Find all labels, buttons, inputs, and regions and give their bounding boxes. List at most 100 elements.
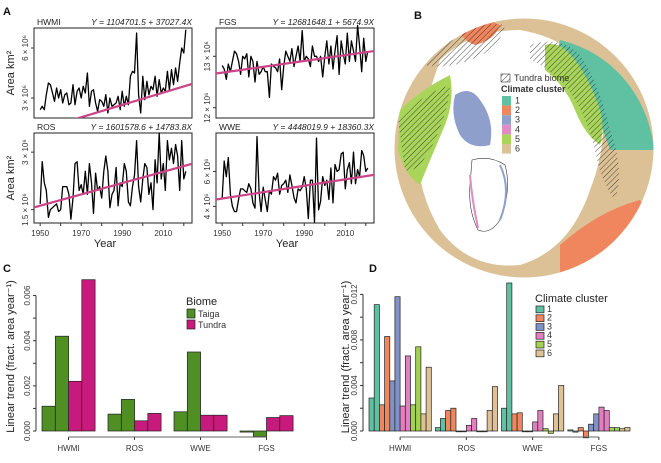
x-tick-label: 2010 xyxy=(336,229,354,238)
bar-wwe-5 xyxy=(542,428,549,432)
x-tick-label: 1950 xyxy=(31,229,49,238)
map-tundra-canada xyxy=(398,85,450,171)
bar-fgs-1 xyxy=(567,429,574,432)
legend-swatch-cluster-2 xyxy=(502,105,511,116)
map-tundra-siberia xyxy=(530,41,619,200)
legend-label-5: 5 xyxy=(547,339,552,349)
legend-label-cluster-1: 1 xyxy=(515,96,520,106)
panel-label-a: A xyxy=(3,6,11,18)
bar-fgs-4 xyxy=(598,406,605,432)
bar-hwmi-taiga xyxy=(41,405,56,432)
map-greenland xyxy=(469,158,508,232)
bar-hwmi-4 xyxy=(399,405,406,432)
legend-label-2: 2 xyxy=(547,313,552,323)
regression-equation: Y = 1601578.6 + 14783.8X xyxy=(91,122,193,132)
bar-ros-4 xyxy=(471,418,478,432)
y-tick-label: 12 × 10⁶ xyxy=(203,93,212,123)
legend-swatch-2 xyxy=(535,314,545,322)
bar-wwe-1 xyxy=(506,282,513,432)
map-region-cluster-3 xyxy=(453,91,492,147)
y-axis-title: Area km² xyxy=(5,155,17,200)
trend-line xyxy=(216,173,374,201)
legend-title: Biome xyxy=(186,296,217,308)
panel-c-bar-chart: 0.000 0.002 0.004 0.006 Linear trend (fract.… xyxy=(5,279,294,453)
x-axis-title: Year xyxy=(276,238,299,250)
bar-wwe-6 xyxy=(558,385,565,432)
subplot-title: ROS xyxy=(37,122,56,132)
regression-equation: Y = 1104701.5 + 37027.4X xyxy=(91,17,192,27)
bar-wwe-5 xyxy=(547,430,554,434)
legend-hatch-swatch xyxy=(500,73,511,83)
legend-swatch-cluster-1 xyxy=(502,96,511,106)
subplot-title: HWMI xyxy=(37,17,61,27)
bar-ros-tundra xyxy=(147,413,162,432)
panel-label-b: B xyxy=(414,10,422,22)
legend-climate-cluster-title: Climate cluster xyxy=(501,84,566,94)
x-tick-label: 1970 xyxy=(254,229,272,238)
bar-ros-6 xyxy=(491,386,498,432)
bar-wwe-6 xyxy=(553,413,559,432)
trend-line xyxy=(216,49,374,75)
bar-hwmi-5 xyxy=(415,346,422,432)
bar-fgs-taiga xyxy=(239,430,254,433)
bar-hwmi-taiga xyxy=(54,335,69,432)
legend-swatch-tundra xyxy=(186,319,196,330)
map-region-cluster-3-greenland xyxy=(499,164,507,221)
bar-hwmi-2 xyxy=(379,404,385,432)
y-tick-label: 4 × 10⁶ xyxy=(203,194,212,220)
legend-swatch-cluster-4 xyxy=(502,124,511,135)
panel-label-c: C xyxy=(3,263,11,275)
bar-ros-taiga xyxy=(107,413,122,432)
x-tick-label: HWMI xyxy=(389,444,411,453)
y-tick-label: 6 × 10⁶ xyxy=(203,159,212,185)
y-axis-title: Linear trend (fract. area year⁻¹) xyxy=(5,280,17,433)
y-tick-label: 13 × 10⁶ xyxy=(203,41,212,71)
legend-swatch-6 xyxy=(535,349,545,358)
bar-fgs-5 xyxy=(608,427,615,432)
y-axis-title: Area km² xyxy=(5,50,17,95)
subplot-title: WWE xyxy=(219,122,241,132)
bar-wwe-tundra xyxy=(213,414,228,432)
bar-ros-1 xyxy=(440,418,446,432)
plot-frame xyxy=(33,27,193,119)
y-tick-label: 0.008 xyxy=(350,329,359,350)
subplot-fgs: FGS Y = 12681648.1 + 5674.9X 12 × 10⁶ 13 × … xyxy=(203,17,375,123)
bar-hwmi-4 xyxy=(404,355,411,432)
x-tick-label: HWMI xyxy=(57,444,79,453)
legend-label-cluster-2: 2 xyxy=(515,105,520,115)
bar-wwe-4 xyxy=(532,421,539,432)
series-line xyxy=(39,29,187,114)
y-tick-label: 1.5 × 10⁶ xyxy=(21,193,30,225)
bar-hwmi-tundra xyxy=(81,279,96,432)
bar-hwmi-1 xyxy=(373,304,380,432)
bar-fgs-5 xyxy=(614,427,620,432)
plot-frame xyxy=(215,27,375,119)
bar-wwe-3 xyxy=(527,430,533,433)
bar-hwmi-tundra xyxy=(68,380,83,432)
legend-tundra-biome: Tundra biome xyxy=(514,73,569,83)
x-tick-label: 1990 xyxy=(295,229,313,238)
bar-wwe-2 xyxy=(511,413,518,432)
y-axis-title: Linear trend (fract. area year⁻¹) xyxy=(340,281,352,434)
bar-ros-2 xyxy=(445,410,452,432)
y-tick-label: 0.004 xyxy=(23,330,32,351)
y-tick-label: 0.000 xyxy=(350,420,359,441)
y-tick-label: 0.002 xyxy=(23,375,32,396)
y-tick-label: 0.000 xyxy=(23,420,32,441)
subplot-title: FGS xyxy=(219,17,237,27)
plot-frame xyxy=(215,132,375,224)
bar-ros-tundra xyxy=(134,420,149,432)
legend-swatch-cluster-6 xyxy=(502,144,511,154)
legend-label-cluster-5: 5 xyxy=(515,134,520,144)
bar-ros-6 xyxy=(486,410,493,432)
bar-fgs-6 xyxy=(619,428,626,432)
series-line xyxy=(221,135,369,223)
trend-line xyxy=(74,82,192,118)
map-region-cluster-4 xyxy=(469,174,479,229)
bar-hwmi-3 xyxy=(389,380,396,432)
bar-fgs-1 xyxy=(572,430,579,433)
x-tick-label: 1950 xyxy=(213,229,231,238)
